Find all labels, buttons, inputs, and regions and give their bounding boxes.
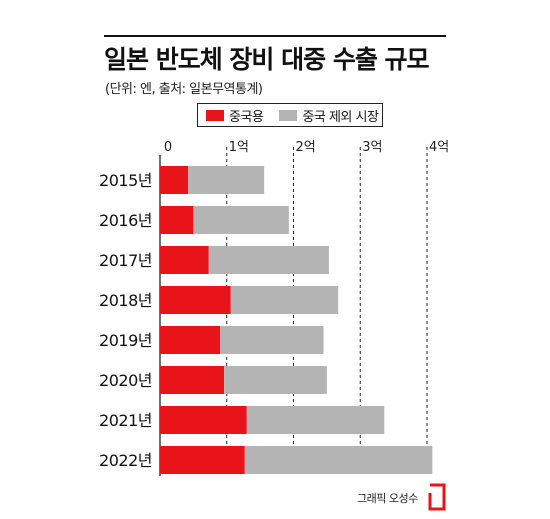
legend-item-china: 중국용 [206, 106, 264, 125]
bar-china-2019 [160, 326, 221, 354]
x-tick-label-1: 1억 [229, 140, 249, 155]
legend-swatch-china [206, 109, 224, 121]
category-label-2020: 2020년 [99, 371, 152, 390]
category-label-2018: 2018년 [99, 291, 152, 310]
legend-item-other: 중국 제외 시장 [279, 106, 379, 125]
bar-china-2017 [160, 246, 209, 274]
category-label-2016: 2016년 [99, 211, 152, 230]
bar-china-2016 [160, 206, 194, 234]
legend-swatch-other [279, 109, 298, 121]
bar-other-2016 [193, 206, 289, 234]
bar-china-2022 [160, 446, 245, 474]
legend-label-other: 중국 제외 시장 [302, 109, 379, 125]
chart-title: 일본 반도체 장비 대중 수출 규모 [104, 45, 430, 74]
x-tick-label-3: 3억 [362, 140, 382, 155]
category-label-2021: 2021년 [99, 411, 152, 430]
bar-other-2019 [220, 326, 324, 354]
bar-china-2018 [160, 286, 231, 314]
chart-subtitle: (단위: 엔, 출처: 일본무역통계) [105, 82, 263, 97]
legend-label-china: 중국용 [229, 109, 264, 125]
category-label-2015: 2015년 [99, 171, 152, 190]
x-tick-label-0: 0 [164, 140, 172, 155]
x-tick-label-2: 2억 [296, 140, 316, 155]
bar-china-2021 [160, 406, 247, 434]
category-label-2019: 2019년 [99, 331, 152, 350]
legend: 중국용 중국 제외 시장 [197, 103, 383, 127]
title-rule [104, 35, 446, 37]
logo-mark-icon [428, 483, 446, 511]
bar-other-2017 [208, 246, 329, 274]
bar-other-2021 [246, 406, 385, 434]
bar-other-2022 [244, 446, 433, 474]
bar-other-2018 [230, 286, 339, 314]
bar-other-2015 [188, 166, 265, 194]
bar-china-2015 [160, 166, 189, 194]
x-tick-label-4: 4억 [429, 140, 449, 155]
category-label-2017: 2017년 [99, 251, 152, 270]
category-label-2022: 2022년 [99, 451, 152, 470]
bar-other-2020 [224, 366, 327, 394]
graphic-credit: 그래픽 오성수 [357, 492, 418, 505]
bar-china-2020 [160, 366, 225, 394]
